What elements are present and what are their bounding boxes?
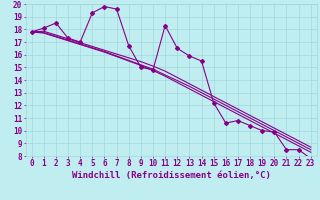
X-axis label: Windchill (Refroidissement éolien,°C): Windchill (Refroidissement éolien,°C): [72, 171, 271, 180]
